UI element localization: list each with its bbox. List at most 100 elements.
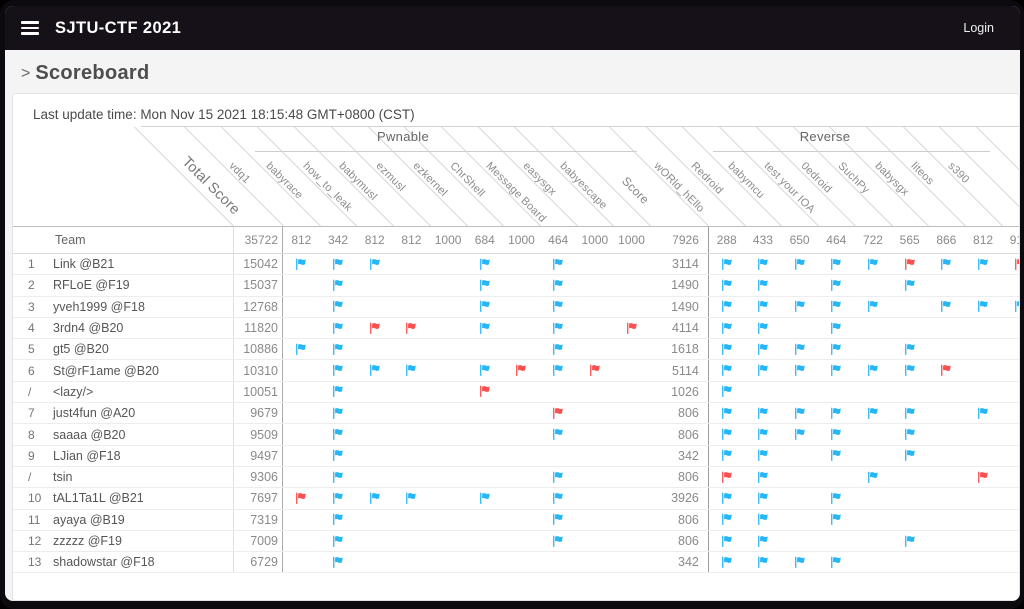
login-button[interactable]: Login xyxy=(953,15,1004,41)
solve-cell xyxy=(855,339,892,359)
team-name[interactable]: saaaa @B20 xyxy=(53,427,126,442)
team-name[interactable]: ayaya @B19 xyxy=(53,512,125,527)
total-points-header: 35722 xyxy=(233,227,283,253)
solve-cell xyxy=(393,339,430,359)
team-name[interactable]: shadowstar @F18 xyxy=(53,555,155,570)
flag-icon xyxy=(369,492,380,504)
team-column-header: Team xyxy=(55,233,86,247)
flag-icon xyxy=(406,492,417,504)
solve-cell xyxy=(540,403,577,423)
solve-cell xyxy=(891,382,928,402)
flag-icon xyxy=(758,322,768,334)
solve-cell xyxy=(928,510,965,530)
solve-cell xyxy=(1001,360,1019,380)
flag-icon-solved xyxy=(332,364,344,377)
solve-cell xyxy=(855,254,892,274)
team-name[interactable]: yveh1999 @F18 xyxy=(53,299,145,314)
solve-cell xyxy=(745,467,782,487)
solve-cell xyxy=(320,488,357,508)
flag-icon-solved xyxy=(479,300,491,313)
flag-icon xyxy=(868,364,878,377)
hamburger-menu-button[interactable] xyxy=(21,19,41,37)
column-header-label: babyrace xyxy=(263,160,306,202)
solve-cell xyxy=(965,297,1002,317)
solve-cell xyxy=(466,510,503,530)
team-name[interactable]: Link @B21 xyxy=(53,257,115,272)
solve-cell xyxy=(540,552,577,572)
solve-cell xyxy=(891,446,928,466)
solve-cell xyxy=(891,254,928,274)
solve-cell xyxy=(855,510,892,530)
flag-icon-solved xyxy=(757,322,769,335)
flag-icon xyxy=(333,364,343,377)
flag-icon-solved xyxy=(721,449,733,462)
flag-icon xyxy=(333,343,343,355)
challenge-points: 812 xyxy=(364,233,385,247)
chevron-right-icon: > xyxy=(21,64,31,82)
flag-icon-solved xyxy=(721,556,733,569)
solve-cell xyxy=(781,254,818,274)
solve-cell xyxy=(283,382,320,402)
flag-icon xyxy=(904,258,915,270)
flag-icon xyxy=(794,428,805,441)
flag-icon-solved xyxy=(757,258,769,271)
solve-cell xyxy=(283,318,320,338)
solve-cell xyxy=(283,510,320,530)
column-header-label: vdq1 xyxy=(226,160,253,186)
solve-cell xyxy=(928,424,965,444)
team-name[interactable]: tsin xyxy=(53,470,73,485)
flag-icon-solved xyxy=(940,300,952,313)
solve-cell xyxy=(577,467,614,487)
team-name[interactable]: LJian @F18 xyxy=(53,448,121,463)
flag-icon-solved xyxy=(721,407,733,420)
solve-cell xyxy=(356,424,393,444)
flag-icon xyxy=(941,300,952,313)
solve-cell xyxy=(745,531,782,551)
solve-cell xyxy=(818,318,855,338)
solve-cell xyxy=(891,552,928,572)
flag-icon-solved xyxy=(479,258,491,271)
flag-icon xyxy=(553,535,563,547)
challenge-points: 684 xyxy=(474,233,495,247)
flag-icon xyxy=(721,556,732,568)
flag-icon xyxy=(333,322,343,334)
flag-icon xyxy=(333,300,343,313)
solve-cell xyxy=(356,297,393,317)
hamburger-icon xyxy=(21,32,39,35)
team-name[interactable]: gt5 @B20 xyxy=(53,342,109,357)
flag-icon xyxy=(553,428,563,441)
solve-cell xyxy=(745,382,782,402)
solve-cell xyxy=(320,254,357,274)
team-total-score: 10051 xyxy=(233,381,283,403)
solve-cell xyxy=(540,382,577,402)
team-name[interactable]: 3rdn4 @B20 xyxy=(53,321,124,336)
solve-cell xyxy=(1001,424,1019,444)
solve-cell xyxy=(430,467,467,487)
flag-icon xyxy=(479,492,490,504)
page: SJTU-CTF 2021 Login > Scoreboard Last up… xyxy=(5,6,1020,601)
solve-cell xyxy=(707,552,745,573)
flag-icon xyxy=(721,279,732,291)
flag-icon xyxy=(1014,300,1019,313)
team-name[interactable]: just4fun @A20 xyxy=(53,406,136,421)
team-name[interactable]: St@rF1ame @B20 xyxy=(53,363,159,378)
flag-icon xyxy=(333,407,343,419)
category-score-cell: 3114 xyxy=(671,257,699,272)
solve-cell xyxy=(540,360,577,380)
solve-cell xyxy=(466,424,503,444)
team-name[interactable]: tAL1Ta1L @B21 xyxy=(53,491,144,506)
solve-cell xyxy=(1001,510,1019,530)
team-total-score: 15037 xyxy=(233,275,283,296)
solve-cell xyxy=(1001,275,1019,295)
column-header-label: babymcu xyxy=(725,160,767,202)
flag-icon xyxy=(978,407,988,419)
solve-cell xyxy=(965,510,1002,530)
team-name[interactable]: RFLoE @F19 xyxy=(53,278,130,293)
solve-cell xyxy=(466,467,503,487)
team-name[interactable]: <lazy/> xyxy=(53,384,94,399)
flag-icon-solved xyxy=(794,343,806,356)
solve-cell xyxy=(320,297,357,317)
solve-cell xyxy=(707,445,745,466)
team-name[interactable]: zzzzz @F19 xyxy=(53,534,122,548)
solve-cell xyxy=(393,360,430,380)
